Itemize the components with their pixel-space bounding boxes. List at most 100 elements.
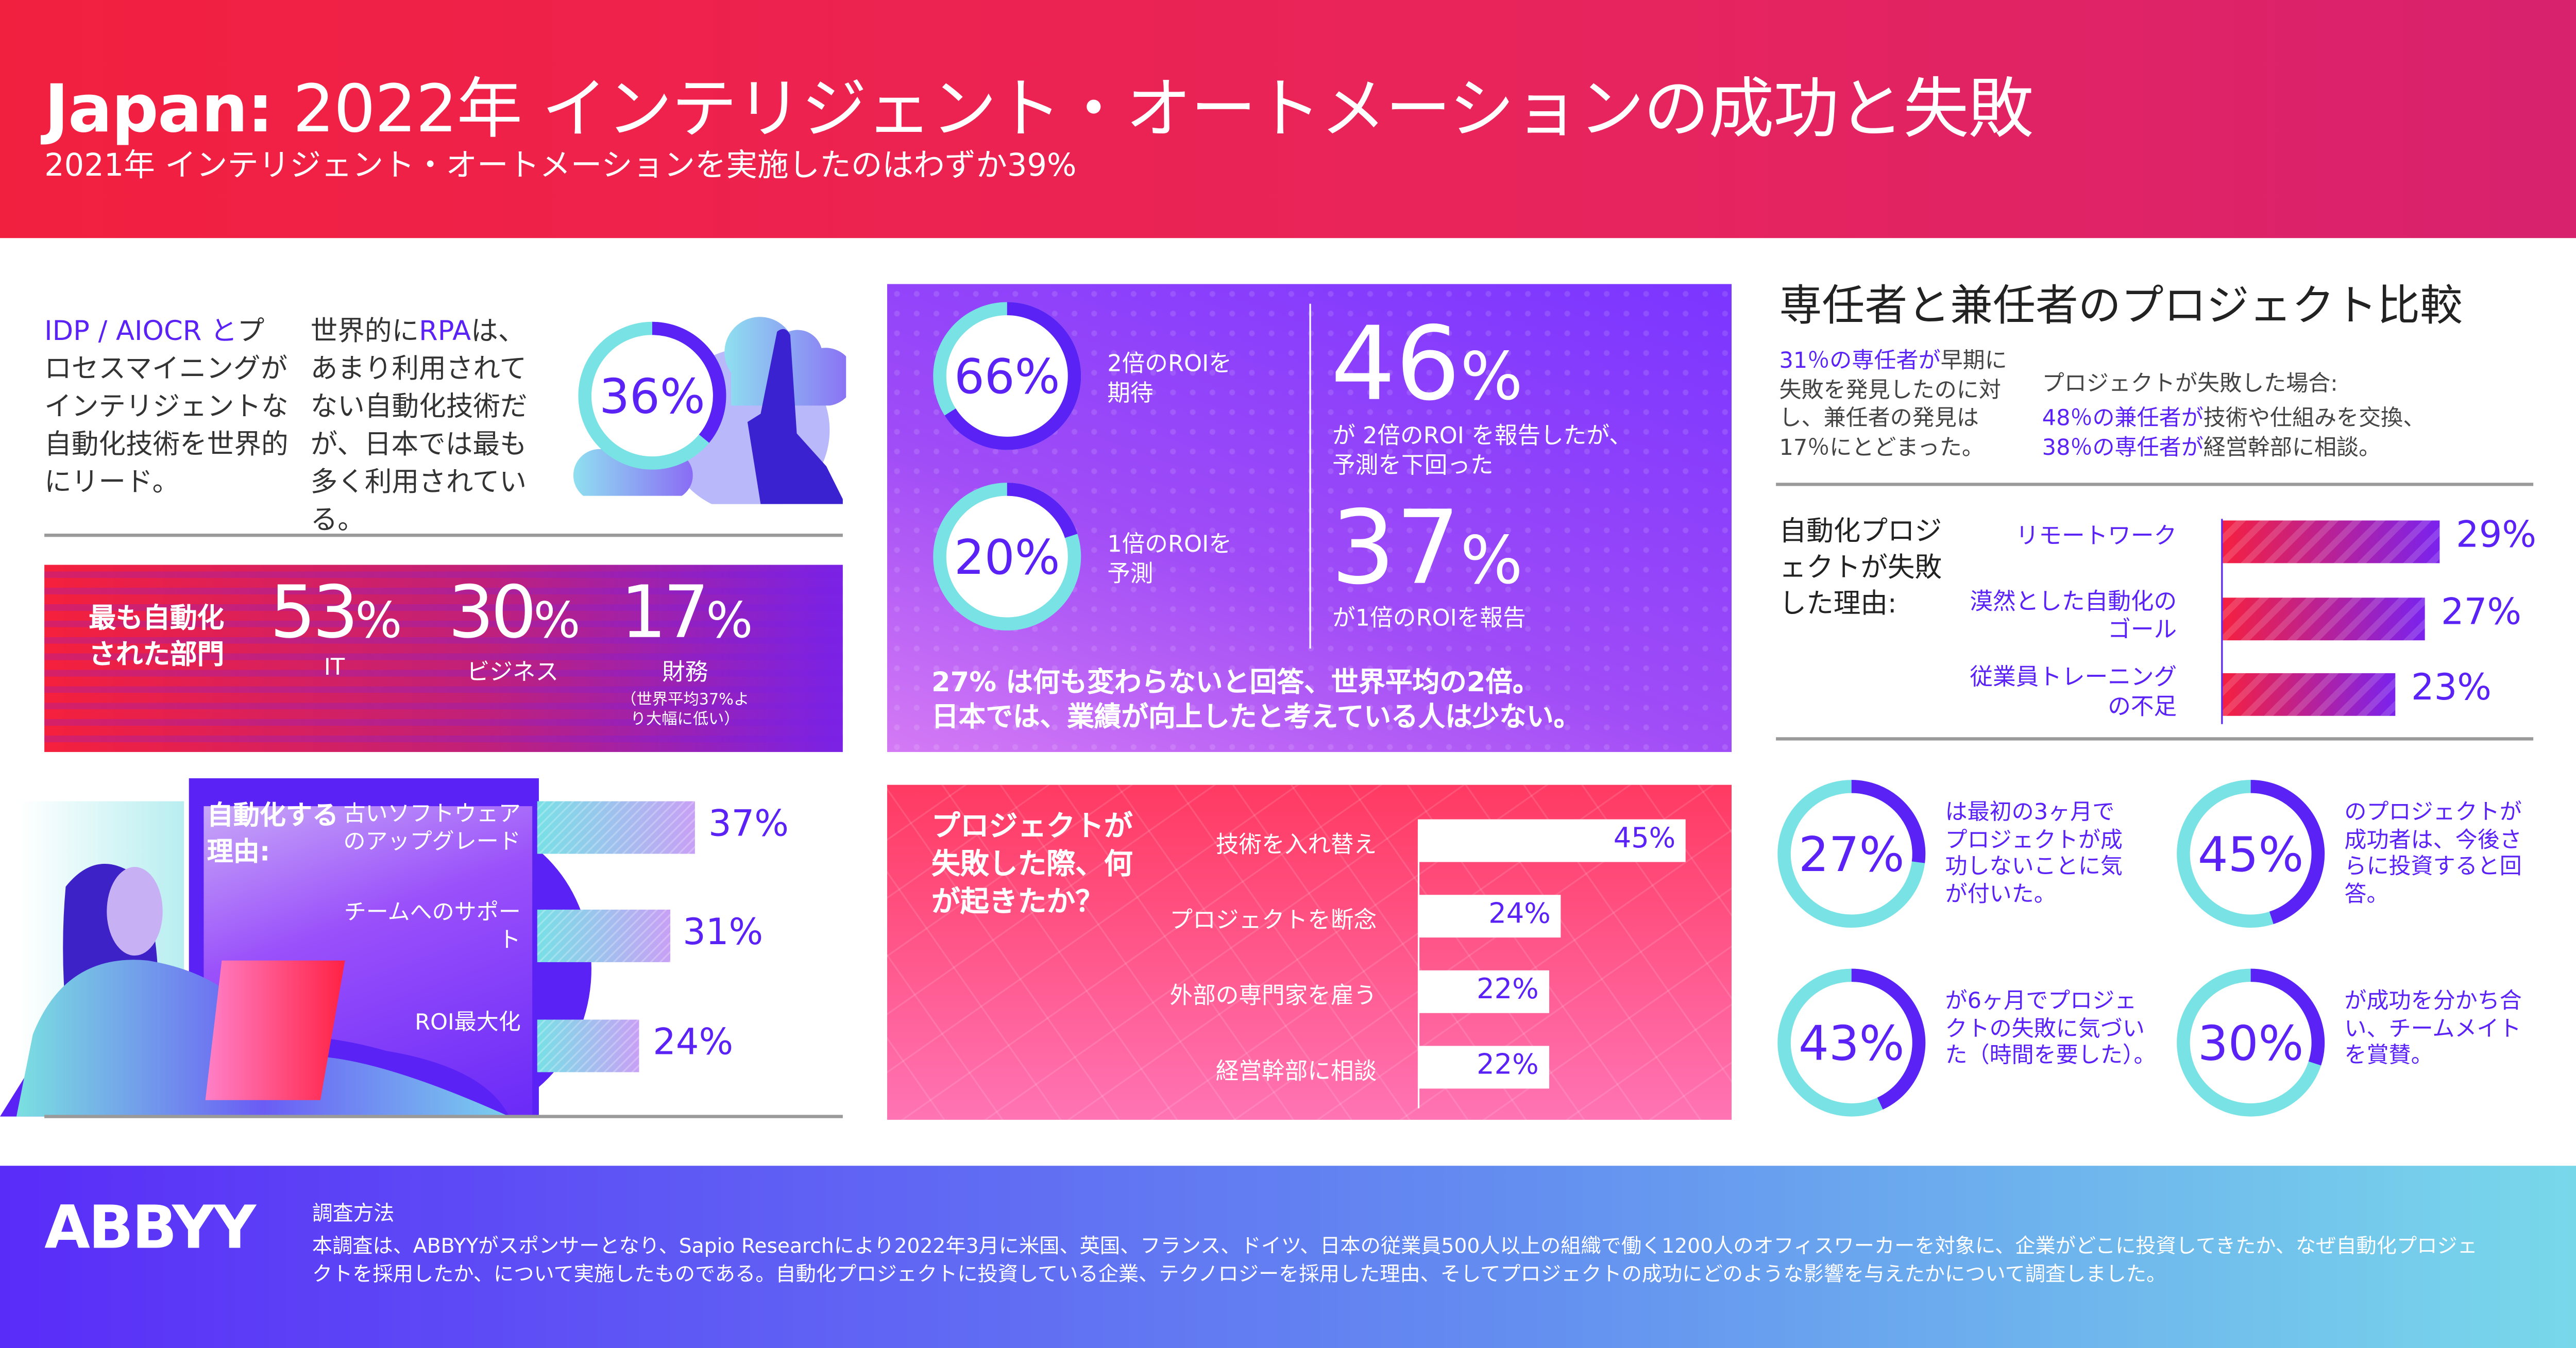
failure-value: 22%: [1477, 1049, 1539, 1082]
highlight: 31％の専任者が: [1779, 348, 1941, 374]
donut-caption: が成功を分かち合い、チームメイトを賞賛。: [2344, 988, 2522, 1069]
value: 46: [1330, 303, 1461, 424]
if-fail-label: プロジェクトが失敗した場合:: [2042, 371, 2338, 398]
comparison-title: 専任者と兼任者のプロジェクト比較: [1779, 282, 2463, 332]
failure-value: 45%: [1613, 822, 1676, 856]
reason-bar: [537, 909, 670, 962]
dept-value: 17: [620, 571, 709, 655]
fail-reason-label: 従業員トレーニングの不足: [1970, 664, 2177, 720]
failure-label: 技術を入れ替え: [1215, 832, 1377, 859]
roi-summary: 27% は何も変わらないと回答、世界平均の2倍。 日本では、業績が向上したと考えて…: [931, 665, 1581, 734]
departments-band: 最も自動化された部門 53% IT 30% ビジネス 17% 財務 （世界平均37%より…: [44, 565, 843, 752]
divider: [1776, 737, 2534, 741]
rpa-pre: 世界的に: [310, 315, 419, 347]
reason-bar: [537, 801, 696, 854]
donut-arc: [933, 483, 1081, 631]
donut-label: 20%: [954, 530, 1060, 585]
summary-line: 日本では、業績が向上したと考えている人は少ない。: [931, 701, 1581, 732]
reasons-heading: 自動化する理由:: [207, 799, 338, 867]
reported-46-caption: が 2倍のROI を報告したが、予測を下回った: [1332, 423, 1632, 480]
axis-line: [2221, 519, 2223, 724]
highlight: 38％の専任者が: [2042, 434, 2204, 461]
unit: %: [355, 592, 402, 651]
divider: [1776, 483, 2534, 486]
fail-reason-bar: [2223, 596, 2425, 640]
dept-it: 53% IT: [264, 571, 404, 681]
idp-highlight: IDP / AIOCR と: [44, 315, 238, 347]
reported-37-caption: が1倍のROIを報告: [1332, 606, 1526, 633]
unit: %: [1460, 339, 1523, 416]
early-detection-text: 31％の専任者が早期に失敗を発見したのに対し、兼任者の発見は17％にとどまった。: [1779, 348, 2009, 463]
reason-value: 24%: [653, 1022, 734, 1064]
divider: [44, 1115, 843, 1118]
success-donut: 30%: [2177, 968, 2325, 1117]
abbyy-logo: ABBYY: [44, 1195, 256, 1263]
method-title: 調査方法: [312, 1200, 395, 1225]
fail-reason-label: リモートワーク: [2015, 523, 2177, 550]
donut-arc: [578, 321, 726, 470]
failure-bar: 22%: [1417, 1046, 1549, 1089]
reason-value: 37%: [708, 804, 789, 846]
rpa-highlight: RPA: [419, 315, 471, 347]
donut-20: 20%: [933, 483, 1081, 631]
unit: %: [706, 592, 753, 651]
title-text: 2022年 インテリジェント・オートメーションの成功と失敗: [273, 72, 2033, 148]
donut-arc: [1777, 780, 1926, 928]
dept-note: （世界平均37%より大幅に低い）: [621, 691, 750, 729]
fail-reason-bar: [2223, 520, 2440, 564]
donut-label: 43%: [1799, 1015, 1905, 1071]
footer: ABBYY 調査方法 本調査は、ABBYYがスポンサーとなり、Sapio Res…: [0, 1166, 2576, 1348]
page-title: Japan: 2022年 インテリジェント・オートメーションの成功と失敗: [44, 56, 2033, 151]
donut-arc: [933, 302, 1081, 450]
page-subtitle: 2021年 インテリジェント・オートメーションを実施したのはわずか39%: [44, 147, 1077, 184]
reason-label: 古いソフトウェアのアップグレード: [343, 801, 521, 856]
woman-laptop-illustration: [0, 864, 510, 1117]
roi-expect-caption: 2倍のROIを期待: [1107, 351, 1232, 407]
failure-label: 経営幹部に相談: [1215, 1059, 1377, 1086]
body: 経営幹部に相談。: [2203, 434, 2381, 461]
success-donut: 45%: [2177, 780, 2325, 928]
failure-label: プロジェクトを断念: [1170, 908, 1377, 934]
donut-label: 66%: [954, 349, 1060, 404]
rpa-text: 世界的にRPAは、あまり利用されてない自動化技術だが、日本では最も多く利用されて…: [311, 312, 549, 539]
fail-reason-value: 23%: [2411, 668, 2492, 710]
fail-reason-value: 29%: [2456, 515, 2537, 557]
reason-label: ROI最大化: [415, 1010, 521, 1036]
idp-text: IDP / AIOCR とプロセスマイニングがインテリジェントな自動化技術を世界…: [44, 312, 291, 501]
donut-label: 27%: [1799, 827, 1905, 882]
reported-46: 46%: [1331, 310, 1523, 432]
reason-value: 31%: [683, 913, 764, 954]
failure-value: 22%: [1477, 974, 1539, 1006]
donut-36: 36%: [578, 321, 726, 470]
summary-line: 27% は何も変わらないと回答、世界平均の2倍。: [931, 667, 1540, 698]
donut-label: 30%: [2198, 1015, 2304, 1071]
if-fail-text: 48％の兼任者が技術や仕組みを交換、 38％の専任者が経営幹部に相談。: [2042, 405, 2426, 463]
vertical-divider: [1309, 303, 1311, 649]
unit: %: [1460, 523, 1523, 600]
donut-caption: のプロジェクトが成功者は、今後さらに投資すると回答。: [2344, 799, 2522, 908]
header-banner: Japan: 2022年 インテリジェント・オートメーションの成功と失敗 202…: [0, 0, 2576, 238]
donut-label: 45%: [2198, 827, 2304, 882]
value: 37: [1330, 487, 1461, 608]
idp-body: プロセスマイニングがインテリジェントな自動化技術を世界的にリード。: [44, 315, 289, 498]
failure-heading: プロジェクトが失敗した際、何が起きたか？: [931, 811, 1133, 920]
dept-value: 30: [448, 571, 537, 655]
body: 早期に失敗を発見したのに対し、兼任者の発見は17％にとどまった。: [1779, 348, 2007, 461]
fail-reason-bar: [2223, 673, 2395, 716]
roi-predict-caption: 1倍のROIを予測: [1107, 532, 1232, 588]
failure-bar: 24%: [1417, 895, 1561, 938]
divider: [44, 533, 843, 537]
success-donut: 27%: [1777, 780, 1926, 928]
donut-66: 66%: [933, 302, 1081, 450]
donut-caption: が6ヶ月でプロジェクトの失敗に気づいた（時間を要した）。: [1945, 988, 2156, 1069]
body: 技術や仕組みを交換、: [2203, 405, 2426, 432]
dept-label: IT: [324, 655, 345, 681]
dept-finance: 17% 財務 （世界平均37%より大幅に低い）: [611, 571, 759, 730]
reason-bar: [537, 1019, 640, 1072]
donut-arc: [1777, 968, 1926, 1117]
highlight: 48％の兼任者が: [2042, 405, 2204, 432]
rpa-body: は、あまり利用されてない自動化技術だが、日本では最も多く利用されている。: [310, 315, 528, 536]
failure-bar: 22%: [1417, 970, 1549, 1013]
dept-label: 財務: [662, 660, 708, 687]
